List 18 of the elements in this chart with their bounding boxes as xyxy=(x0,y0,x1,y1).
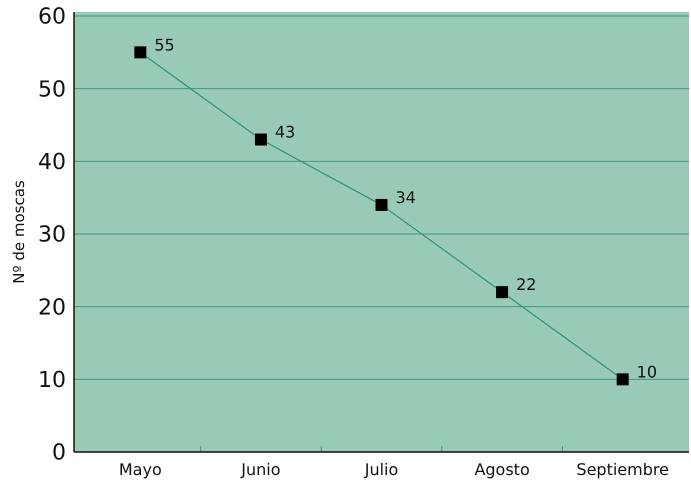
data-label: 22 xyxy=(516,275,536,294)
data-label: 43 xyxy=(274,122,296,142)
data-label: 10 xyxy=(636,362,658,382)
y-tick-label: 20 xyxy=(38,295,66,320)
y-tick-label: 10 xyxy=(38,368,66,394)
y-tick-label: 50 xyxy=(38,77,66,102)
y-tick-label: 0 xyxy=(52,440,66,466)
x-tick-label: Julio xyxy=(364,460,398,479)
x-tick-label: Septiembre xyxy=(576,460,669,479)
y-tick-label: 30 xyxy=(38,222,66,248)
y-tick-label: 60 xyxy=(38,4,66,30)
x-tick-label: Mayo xyxy=(118,460,162,479)
data-label: 34 xyxy=(396,188,416,207)
data-label: 55 xyxy=(154,35,175,54)
x-tick-label: Junio xyxy=(240,460,281,479)
y-axis-title: Nº de moscas xyxy=(10,180,28,284)
x-tick-label: Agosto xyxy=(474,460,530,479)
y-tick-label: 40 xyxy=(38,150,66,176)
